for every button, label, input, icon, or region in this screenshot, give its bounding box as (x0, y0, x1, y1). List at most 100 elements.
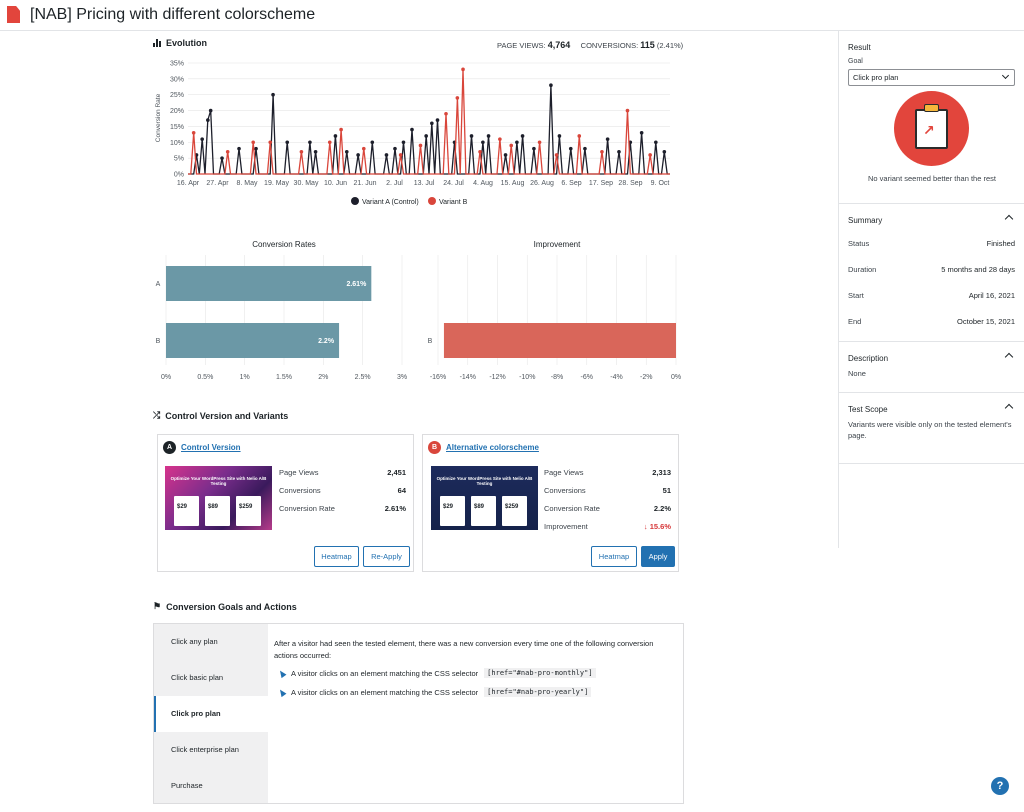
variant-a-badge: A (163, 441, 176, 454)
x-tick-label: 27. Apr (206, 180, 229, 187)
data-point (393, 146, 397, 151)
apply-button[interactable]: Apply (641, 546, 675, 567)
data-point (605, 137, 610, 141)
data-point (557, 134, 562, 138)
goal-select[interactable]: Click pro plan (848, 69, 1015, 86)
action-text: A visitor clicks on an element matching … (291, 687, 479, 697)
conversion-action: A visitor clicks on an element matching … (277, 668, 596, 678)
x-tick-label: -2% (640, 374, 652, 381)
data-point (520, 134, 525, 138)
description-toggle[interactable]: Description (839, 342, 1024, 368)
alternative-variant-card: B Alternative colorscheme Optimize Your … (422, 434, 679, 572)
data-point (418, 143, 423, 148)
x-tick-label: 17. Sep (589, 180, 613, 187)
data-point (549, 83, 553, 87)
description-section: Description None (839, 342, 1024, 393)
metric-value: 2,313 (652, 468, 671, 477)
price-card: $259 (236, 496, 261, 526)
metric-label: Conversions (279, 486, 321, 495)
chart-bars-icon (153, 39, 161, 47)
test-scope-section: Test Scope Variants were visible only on… (839, 393, 1024, 464)
control-thumbnail[interactable]: Optimize Your WordPress Site with Nelio … (165, 466, 272, 530)
data-point (225, 150, 230, 154)
description-heading: Description (848, 354, 889, 363)
action-text: A visitor clicks on an element matching … (291, 668, 479, 678)
category-label: B (156, 338, 161, 345)
data-point (361, 146, 366, 151)
metric-label: Page Views (544, 468, 584, 477)
page-views-label: PAGE VIEWS: (497, 41, 546, 50)
data-point (554, 153, 559, 157)
data-point (503, 153, 508, 157)
goal-select-value: Click pro plan (853, 73, 899, 82)
goal-tab-click-any-plan[interactable]: Click any plan (171, 637, 218, 646)
summary-value: 5 months and 28 days (941, 264, 1015, 274)
summary-toggle[interactable]: Summary (839, 204, 1024, 230)
result-heading: Result (848, 43, 871, 52)
goal-tab-click-pro-plan[interactable]: Click pro plan (154, 696, 268, 732)
data-point (308, 140, 312, 145)
test-scope-toggle[interactable]: Test Scope (839, 393, 1024, 419)
price-value: $29 (177, 504, 188, 510)
data-point (600, 150, 604, 154)
data-point (220, 156, 224, 160)
x-tick-label: 8. May (236, 180, 258, 187)
data-point (370, 140, 375, 145)
bar (166, 266, 372, 301)
alternative-thumbnail[interactable]: Optimize Your WordPress Site with Nelio … (431, 466, 538, 530)
thumbnail-heading: Optimize Your WordPress Site with Nelio … (436, 476, 533, 486)
data-point (654, 140, 658, 145)
help-button[interactable]: ? (991, 777, 1009, 795)
control-version-card: A Control Version Optimize Your WordPres… (157, 434, 414, 572)
metric-value: 51 (662, 486, 671, 495)
y-tick-label: 30% (170, 76, 184, 83)
x-tick-label: -14% (460, 374, 476, 381)
x-tick-label: 4. Aug (473, 180, 493, 187)
x-tick-label: 0.5% (197, 374, 213, 381)
data-point (299, 150, 304, 154)
summary-value: April 16, 2021 (968, 290, 1015, 300)
reapply-button[interactable]: Re-Apply (363, 546, 410, 567)
x-tick-label: 2% (318, 374, 328, 381)
x-tick-label: 26. Aug (530, 180, 554, 187)
x-tick-label: 3% (397, 374, 407, 381)
data-point (478, 150, 482, 154)
goal-tab-click-enterprise-plan[interactable]: Click enterprise plan (171, 745, 239, 754)
data-point (206, 118, 210, 122)
summary-section: Summary Status Finished Duration 5 months … (839, 204, 1024, 342)
data-point (313, 150, 318, 154)
evolution-heading: Evolution (153, 38, 207, 48)
result-text: No variant seemed better than the rest (868, 174, 996, 183)
card-header: B Alternative colorscheme (428, 441, 539, 454)
data-point (384, 153, 389, 157)
metric-value: 2.61% (384, 504, 406, 513)
metric-label: Improvement (544, 522, 588, 531)
alternative-colorscheme-link[interactable]: Alternative colorscheme (446, 443, 539, 452)
data-point (401, 140, 406, 145)
strategy-mark-icon: ↗ (923, 123, 935, 139)
clipboard-icon (915, 109, 948, 149)
heatmap-button[interactable]: Heatmap (591, 546, 637, 567)
price-value: $89 (208, 504, 219, 510)
x-tick-label: 16. Apr (177, 180, 200, 187)
variant-b-badge: B (428, 441, 441, 454)
goal-tab-click-basic-plan[interactable]: Click basic plan (171, 673, 224, 682)
data-point (461, 67, 465, 72)
legend-label: Variant B (439, 199, 468, 206)
data-point (327, 140, 332, 145)
y-tick-label: 20% (170, 108, 184, 115)
goal-tab-purchase[interactable]: Purchase (171, 781, 203, 790)
conversion-action: A visitor clicks on an element matching … (277, 687, 592, 697)
heatmap-button[interactable]: Heatmap (314, 546, 359, 567)
data-point (339, 127, 343, 132)
legend-marker (428, 197, 436, 205)
result-section: Result Goal Click pro plan ↗ No variant … (839, 31, 1024, 204)
chevron-up-icon (1004, 214, 1014, 224)
data-point (469, 134, 474, 138)
control-version-link[interactable]: Control Version (181, 443, 241, 452)
summary-label: Duration (848, 264, 877, 274)
data-point (268, 140, 273, 145)
chart-title: Conversion Rates (252, 240, 316, 249)
metric-label: Page Views (279, 468, 319, 477)
series-line-variant-b (188, 69, 670, 175)
